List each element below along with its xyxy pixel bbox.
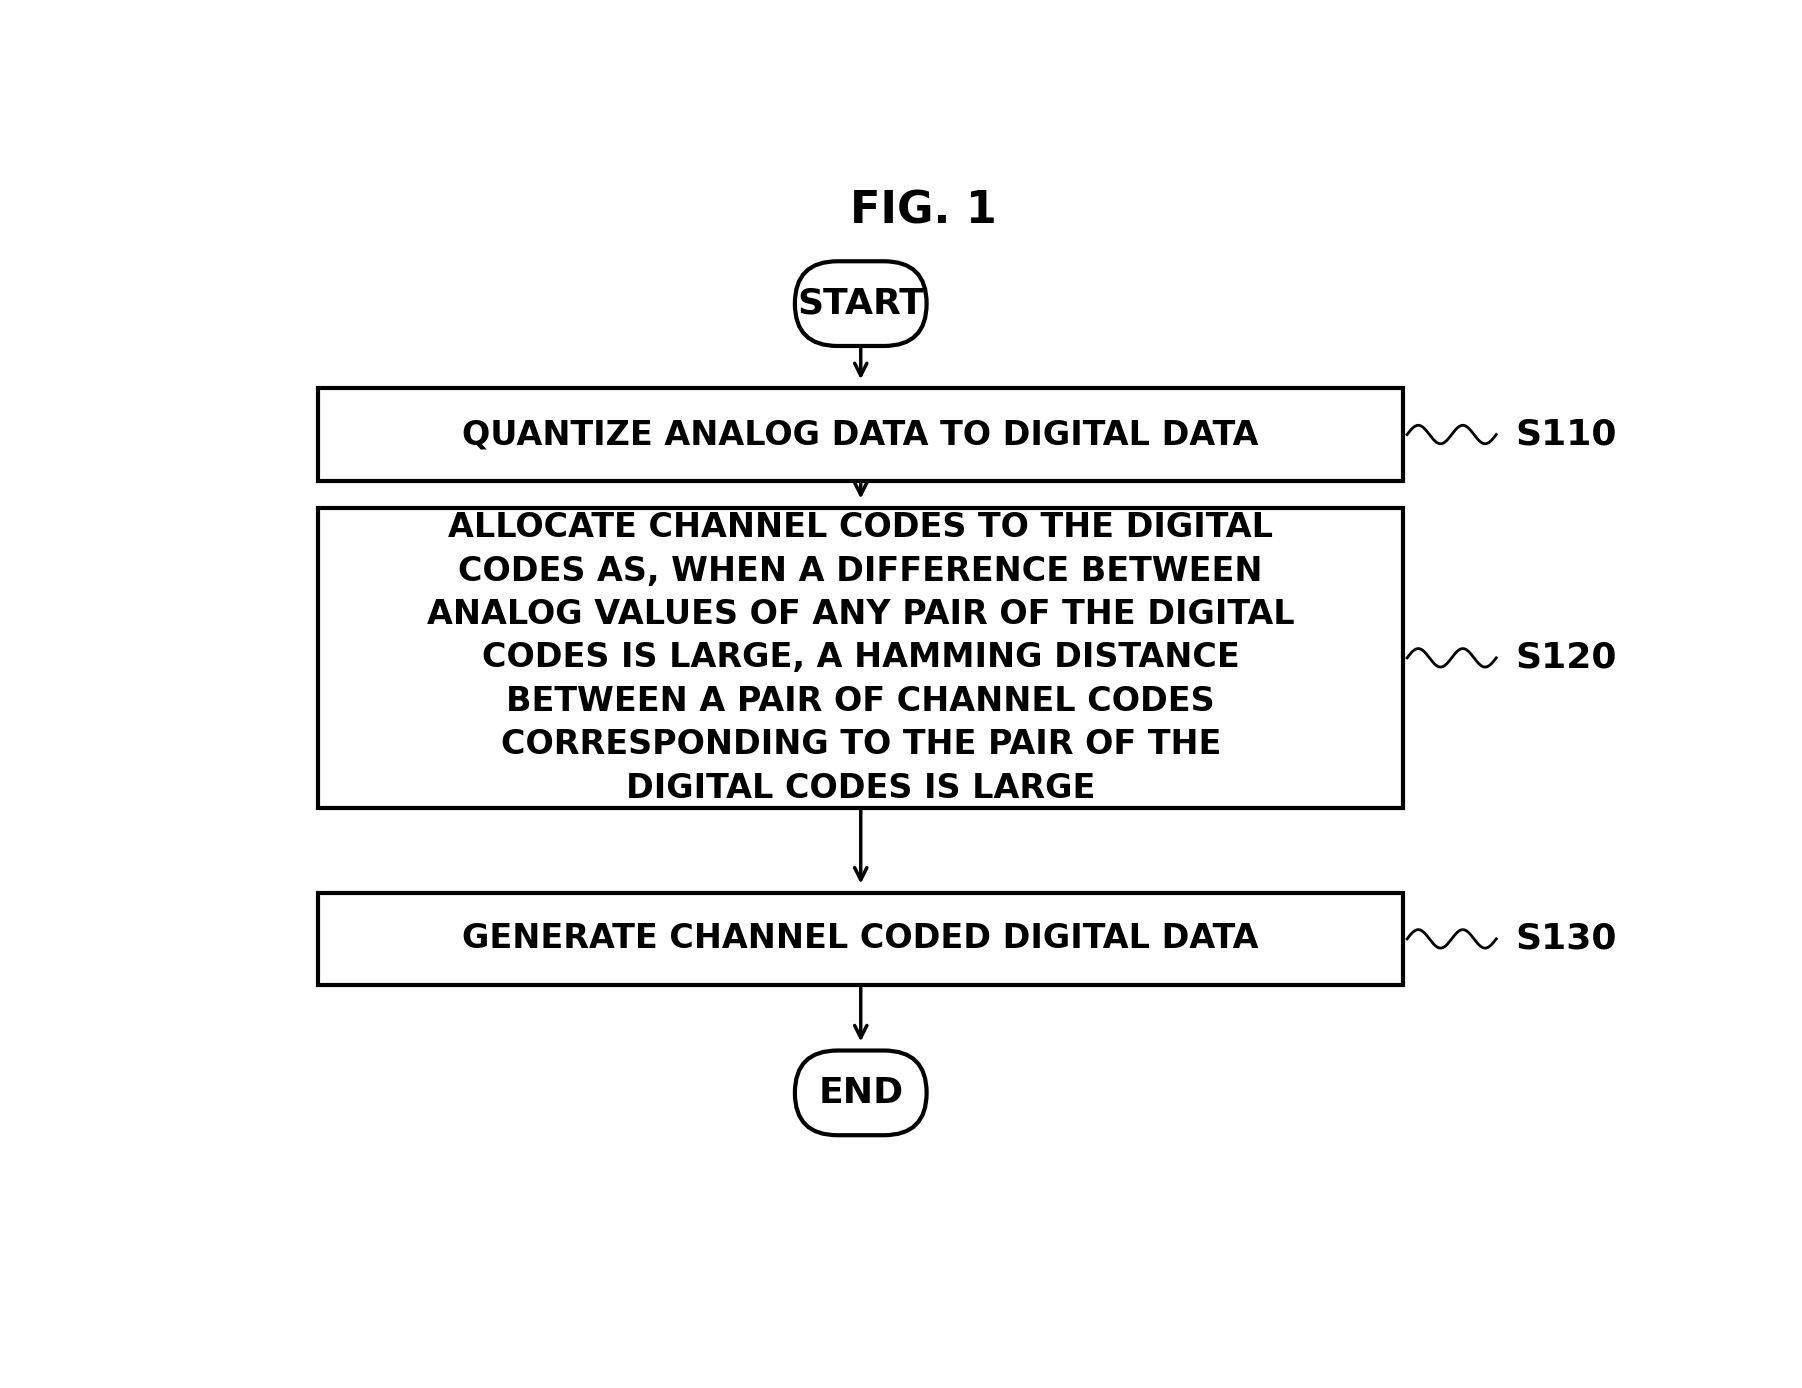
FancyBboxPatch shape <box>795 1051 926 1135</box>
Text: FIG. 1: FIG. 1 <box>851 190 997 233</box>
FancyBboxPatch shape <box>319 389 1404 480</box>
FancyBboxPatch shape <box>795 261 926 346</box>
FancyBboxPatch shape <box>319 508 1404 808</box>
Text: S110: S110 <box>1515 418 1616 451</box>
Text: S130: S130 <box>1515 922 1616 956</box>
Text: GENERATE CHANNEL CODED DIGITAL DATA: GENERATE CHANNEL CODED DIGITAL DATA <box>463 923 1260 955</box>
Text: S120: S120 <box>1515 641 1616 675</box>
Text: QUANTIZE ANALOG DATA TO DIGITAL DATA: QUANTIZE ANALOG DATA TO DIGITAL DATA <box>463 418 1260 451</box>
Text: ALLOCATE CHANNEL CODES TO THE DIGITAL
CODES AS, WHEN A DIFFERENCE BETWEEN
ANALOG: ALLOCATE CHANNEL CODES TO THE DIGITAL CO… <box>427 511 1294 805</box>
Text: END: END <box>818 1076 903 1110</box>
Text: START: START <box>796 286 924 321</box>
FancyBboxPatch shape <box>319 892 1404 985</box>
